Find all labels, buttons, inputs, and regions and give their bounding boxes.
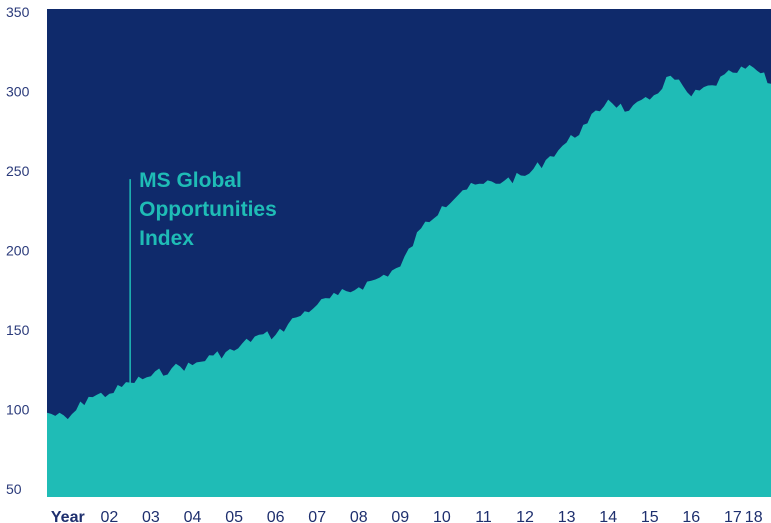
y-tick-label: 50: [6, 481, 22, 497]
x-tick-label: 06: [267, 509, 285, 523]
x-tick-label: 14: [599, 509, 617, 523]
x-tick-label: 15: [641, 509, 659, 523]
x-tick-label: 11: [475, 509, 492, 523]
y-tick-label: 200: [6, 243, 30, 259]
x-tick-label: 03: [142, 509, 160, 523]
y-tick-label: 300: [6, 84, 30, 100]
annotation-line-3: Index: [139, 227, 194, 250]
x-tick-label: 16: [682, 509, 700, 523]
x-tick-label: 08: [350, 509, 368, 523]
x-tick-label: 18: [745, 509, 763, 523]
x-tick-label: 13: [558, 509, 576, 523]
x-tick-label: 09: [391, 509, 409, 523]
annotation-marker: [127, 397, 133, 403]
x-tick-label: 04: [184, 509, 202, 523]
x-axis-ticks: Year 02 03 04 05 06 07 08 09 10 11 12 13 14 15 16 17 18: [51, 509, 763, 523]
y-tick-label: 350: [6, 4, 30, 20]
annotation-line-1: MS Global: [139, 169, 242, 192]
x-tick-label: 05: [225, 509, 243, 523]
y-tick-label: 100: [6, 402, 30, 418]
y-axis-ticks: 50 100 150 200 250 300 350: [6, 4, 30, 497]
x-tick-label: 17: [724, 509, 742, 523]
y-tick-label: 250: [6, 163, 30, 179]
x-tick-label: 12: [516, 509, 534, 523]
annotation-line-2: Opportunities: [139, 198, 277, 221]
index-area: [47, 64, 771, 498]
y-tick-label: 150: [6, 322, 30, 338]
series-annotation: MS Global Opportunities Index: [127, 169, 277, 403]
x-tick-label: Year: [51, 509, 85, 523]
x-tick-label: 10: [433, 509, 451, 523]
x-tick-label: 07: [308, 509, 326, 523]
x-tick-label: 02: [101, 509, 119, 523]
